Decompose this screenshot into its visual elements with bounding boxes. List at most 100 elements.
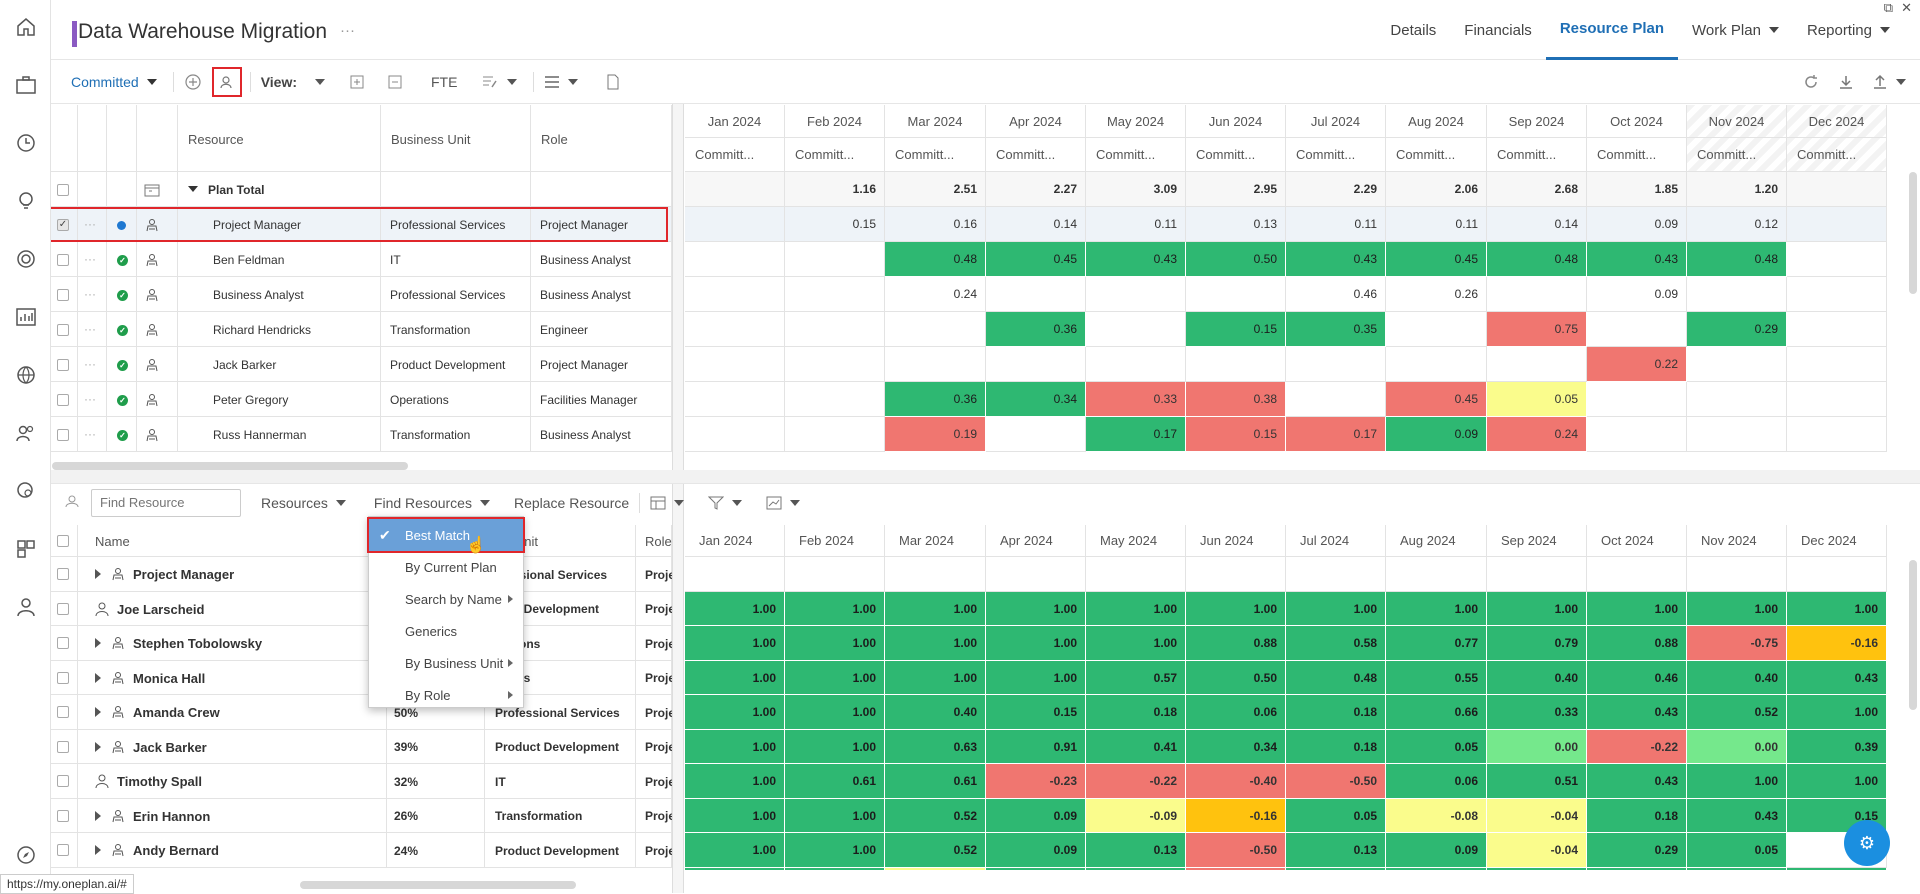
availability-value[interactable]: 1.00 [785,592,885,626]
availability-value[interactable]: 0.61 [885,764,986,799]
availability-value[interactable] [785,557,885,592]
availability-value[interactable]: -0.23 [986,764,1086,799]
row-checkbox[interactable]: ✓ [57,219,69,231]
caret-down-icon[interactable] [188,184,198,194]
filter-icon[interactable] [708,484,743,522]
plan-value[interactable]: 0.43 [1086,242,1186,277]
availability-value[interactable]: 0.18 [1587,799,1687,833]
tab-financials[interactable]: Financials [1464,21,1532,39]
plan-value[interactable] [785,417,885,452]
availability-value[interactable]: 1.00 [685,626,785,661]
plan-value[interactable] [1587,382,1687,417]
expand-arrow-icon[interactable] [95,707,103,717]
row-more-icon[interactable]: ··· [84,359,96,369]
plan-value[interactable]: 0.45 [986,242,1086,277]
plan-value[interactable] [1787,277,1887,312]
resource-name[interactable]: Jack Barker [213,357,277,372]
availability-value[interactable]: 0.40 [1487,661,1587,695]
resource-name[interactable]: Russ Hannerman [213,427,307,442]
availability-value[interactable]: 1.00 [1286,592,1386,626]
availability-value[interactable]: -0.16 [1186,799,1286,833]
menu-item-generics[interactable]: Generics [405,623,458,639]
availability-value[interactable]: 0.06 [1186,695,1286,730]
collapse-icon[interactable] [387,60,403,104]
availability-value[interactable]: 1.00 [885,626,986,661]
people-icon[interactable] [12,419,39,446]
plan-value[interactable]: 0.24 [1487,417,1587,452]
add-icon[interactable] [184,60,202,104]
row-checkbox[interactable] [57,393,71,407]
chart-view-icon[interactable] [766,484,801,522]
availability-value[interactable]: 0.00 [1687,730,1787,764]
availability-value[interactable]: 0.18 [1286,695,1386,730]
row-checkbox[interactable] [57,602,71,616]
availability-value[interactable] [885,557,986,592]
plan-value[interactable]: 0.15 [1186,312,1286,347]
availability-value[interactable]: 0.39 [1787,730,1887,764]
availability-value[interactable]: 0.46 [1587,661,1687,695]
plan-value[interactable] [785,347,885,382]
availability-value[interactable]: 0.55 [1386,661,1487,695]
vertical-scrollbar[interactable] [1909,560,1917,710]
plan-value[interactable] [785,277,885,312]
availability-value[interactable]: 0.09 [986,833,1086,868]
plan-value[interactable]: 0.24 [885,277,986,312]
availability-value[interactable]: 0.34 [1186,730,1286,764]
availability-value[interactable]: 1.00 [785,661,885,695]
row-checkbox[interactable] [57,774,71,788]
row-checkbox[interactable] [57,843,71,857]
plan-value[interactable]: 0.15 [1186,417,1286,452]
availability-value[interactable]: 1.00 [785,695,885,730]
availability-value[interactable]: 1.00 [1086,592,1186,626]
availability-value[interactable]: 1.00 [1086,626,1186,661]
plan-value[interactable]: 0.17 [1086,417,1186,452]
find-resources-dropdown[interactable]: Find Resources [374,484,490,522]
row-more-icon[interactable]: ··· [84,254,96,264]
availability-value[interactable]: 0.33 [1487,695,1587,730]
plan-value[interactable]: 0.09 [1386,417,1487,452]
availability-value[interactable]: -0.40 [1186,764,1286,799]
plan-value[interactable] [785,382,885,417]
row-more-icon[interactable]: ··· [84,219,96,229]
plan-value[interactable]: 0.45 [1386,382,1487,417]
row-checkbox[interactable] [57,253,71,267]
plan-value[interactable] [1487,347,1587,382]
plan-value[interactable] [885,312,986,347]
plan-value[interactable]: 0.43 [1587,242,1687,277]
resource-name[interactable]: Monica Hall [133,670,206,686]
menu-item-by-current-plan[interactable]: By Current Plan [405,559,497,575]
tab-work-plan[interactable]: Work Plan [1678,0,1793,60]
availability-value[interactable]: 1.00 [1587,592,1687,626]
plan-value[interactable] [1286,347,1386,382]
menu-item-by-role[interactable]: By Role [369,679,523,711]
availability-value[interactable]: 0.13 [1286,833,1386,868]
plan-value[interactable]: 0.43 [1286,242,1386,277]
availability-value[interactable]: 1.00 [685,730,785,764]
plan-value[interactable] [1386,347,1487,382]
availability-value[interactable]: 1.00 [986,592,1086,626]
availability-value[interactable]: 1.00 [785,833,885,868]
plan-value[interactable] [1687,277,1787,312]
row-checkbox[interactable] [57,636,71,650]
tab-reporting[interactable]: Reporting [1793,0,1904,60]
resource-name[interactable]: Timothy Spall [117,774,202,789]
availability-value[interactable]: -0.50 [1286,764,1386,799]
plan-value[interactable]: 0.11 [1286,207,1386,242]
availability-value[interactable]: 0.05 [1286,799,1386,833]
horizontal-scrollbar[interactable] [300,881,576,889]
row-more-icon[interactable]: ··· [84,289,96,299]
plan-value[interactable]: 0.19 [885,417,986,452]
resource-name[interactable]: Amanda Crew [133,705,220,720]
expand-arrow-icon[interactable] [95,811,103,821]
compass-icon[interactable] [12,841,39,868]
plan-value[interactable]: 0.16 [885,207,986,242]
briefcase-icon[interactable] [12,71,39,98]
close-icon[interactable]: ✕ [1901,0,1912,15]
org-icon[interactable] [12,535,39,562]
expand-arrow-icon[interactable] [95,638,103,648]
resources-dropdown[interactable]: Resources [261,484,346,522]
availability-value[interactable]: 1.00 [986,661,1086,695]
plan-value[interactable]: 0.17 [1286,417,1386,452]
lightbulb-icon[interactable] [12,187,39,214]
availability-value[interactable]: 1.00 [1787,764,1887,799]
